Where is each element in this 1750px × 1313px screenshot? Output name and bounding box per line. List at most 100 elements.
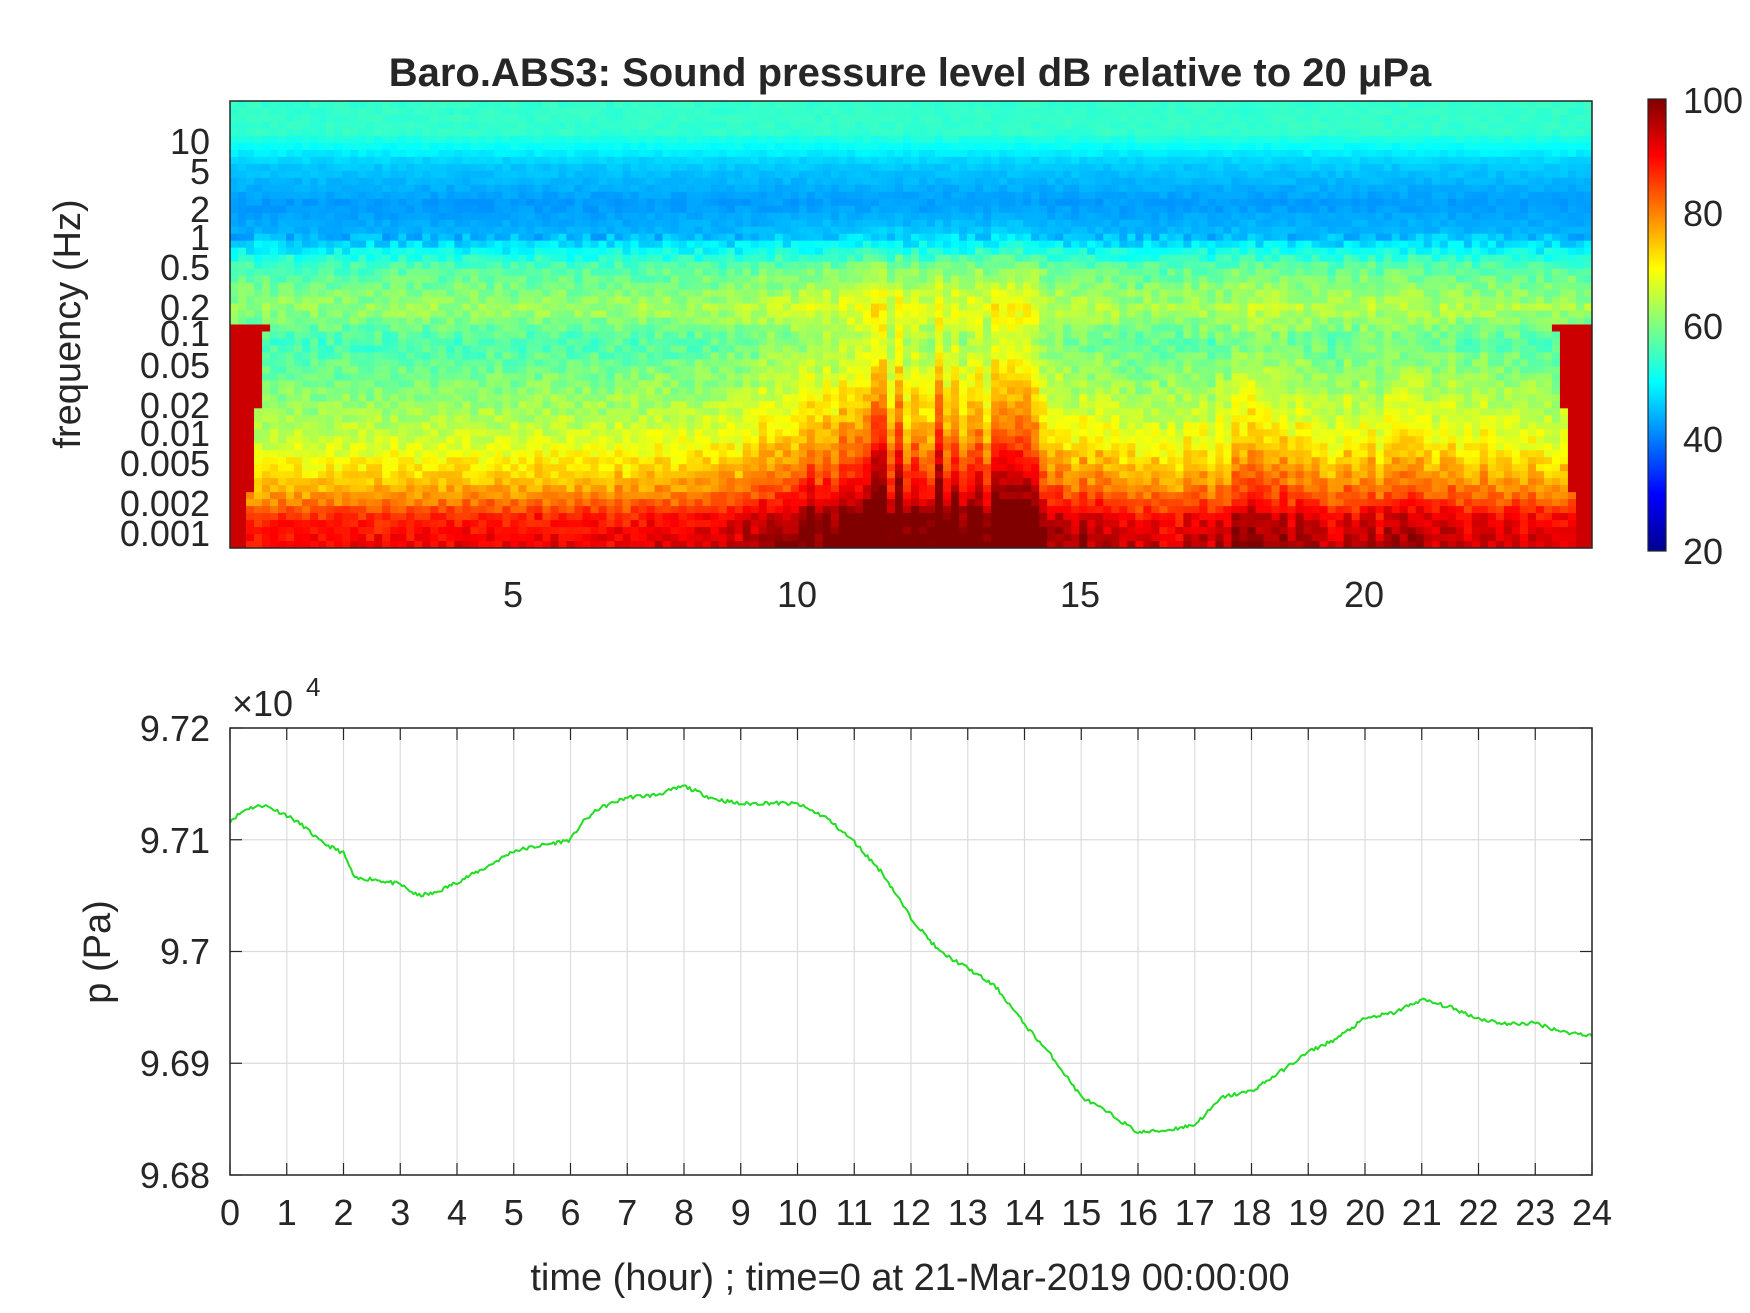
spectrogram-cell <box>758 233 768 242</box>
spectrogram-cell <box>750 114 760 123</box>
spectrogram-cell <box>574 268 584 277</box>
spectrogram-cell <box>566 520 576 528</box>
spectrogram-cell <box>566 534 576 542</box>
spectrogram-cell <box>734 177 744 186</box>
spectrogram-cell <box>270 415 279 423</box>
spectrogram-cell <box>782 142 792 151</box>
spectrogram-cell <box>726 107 736 116</box>
spectrogram-cell <box>294 408 303 416</box>
spectrogram-cell <box>254 149 263 158</box>
spectrogram-cell <box>582 422 592 430</box>
spectrogram-cell <box>462 338 471 347</box>
spectrogram-cell <box>350 373 359 381</box>
spectrogram-cell <box>438 163 447 172</box>
spectrogram-cell <box>390 415 399 423</box>
spectrogram-cell <box>790 527 800 535</box>
spectrogram-cell <box>646 254 656 263</box>
spectrogram-cell <box>614 338 624 347</box>
spectrogram-cell <box>502 205 512 214</box>
spectrogram-cell <box>246 450 255 458</box>
spectrogram-cell <box>270 422 279 430</box>
spectrogram-cell <box>558 121 568 130</box>
spectrogram-cell <box>326 408 335 416</box>
spectrogram-cell <box>558 485 568 493</box>
spectrogram-cell <box>758 415 768 423</box>
spectrogram-cell <box>422 212 431 221</box>
spectrogram-cell <box>686 373 696 381</box>
spectrogram-cell <box>366 520 375 528</box>
spectrogram-cell <box>790 401 800 409</box>
spectrogram-cell <box>750 478 760 486</box>
spectrogram-cell <box>846 142 856 151</box>
spectrogram-cell <box>558 387 568 395</box>
spectrogram-cell <box>750 310 760 319</box>
spectrogram-cell <box>510 149 520 158</box>
spectrogram-cell <box>278 506 287 514</box>
spectrogram-cell <box>486 408 495 416</box>
spectrogram-cell <box>350 471 359 479</box>
spectrogram-cell <box>814 492 824 500</box>
spectrogram-cell <box>742 317 752 326</box>
spectrogram-cell <box>454 485 463 493</box>
spectrogram-cell <box>430 198 439 207</box>
spectrogram-cell <box>454 373 463 381</box>
spectrogram-cell <box>374 275 383 284</box>
spectrogram-cell <box>782 163 792 172</box>
spectrogram-cell <box>590 527 600 535</box>
spectrogram-cell <box>702 457 712 465</box>
spectrogram-cell <box>350 394 359 402</box>
spectrogram-cell <box>670 226 680 235</box>
spectrogram-cell <box>782 429 792 437</box>
spectrogram-cell <box>270 443 279 451</box>
spectrogram-cell <box>398 436 407 444</box>
spectrogram-cell <box>502 366 512 374</box>
spectrogram-cell <box>510 275 520 284</box>
spectrogram-cell <box>710 492 720 500</box>
spectrogram-cell <box>334 233 343 242</box>
spectrogram-cell <box>678 219 688 228</box>
spectrogram-cell <box>766 233 776 242</box>
spectrogram-cell <box>590 408 600 416</box>
spectrogram-cell <box>766 492 776 500</box>
spectrogram-cell <box>294 317 303 326</box>
spectrogram-cell <box>782 296 792 305</box>
spectrogram-cell <box>710 352 720 361</box>
spectrogram-cell <box>414 219 423 228</box>
spectrogram-cell <box>430 226 439 235</box>
spectrogram-cell <box>318 275 327 284</box>
spectrogram-cell <box>406 261 415 270</box>
spectrogram-cell <box>526 135 536 144</box>
spectrogram-cell <box>406 464 415 472</box>
spectrogram-cell <box>254 135 263 144</box>
spectrogram-cell <box>542 205 552 214</box>
spectrogram-cell <box>606 261 616 270</box>
spectrogram-cell <box>406 310 415 319</box>
spectrogram-cell <box>382 394 391 402</box>
spectrogram-cell <box>326 205 335 214</box>
spectrogram-cell <box>254 212 263 221</box>
spectrogram-cell <box>374 261 383 270</box>
spectrogram-cell <box>374 205 383 214</box>
spectrogram-cell <box>518 233 528 242</box>
spectrogram-cell <box>446 107 455 116</box>
spectrogram-cell <box>246 121 255 130</box>
spectrogram-cell <box>726 541 736 548</box>
spectrogram-cell <box>678 212 688 221</box>
spectrogram-cell <box>566 303 576 312</box>
spectrogram-cell <box>398 247 407 256</box>
spectrogram-cell <box>526 177 536 186</box>
spectrogram-cell <box>502 415 512 423</box>
spectrogram-cell <box>262 457 271 465</box>
spectrogram-cell <box>822 415 832 423</box>
spectrogram-cell <box>454 261 463 270</box>
spectrogram-cell <box>342 177 351 186</box>
spectrogram-cell <box>326 492 335 500</box>
spectrogram-cell <box>350 101 359 109</box>
spectrogram-cell <box>390 233 399 242</box>
spectrogram-cell <box>238 282 247 291</box>
spectrogram-cell <box>558 541 568 548</box>
spectrogram-cell <box>262 443 271 451</box>
spectrogram-cell <box>422 373 431 381</box>
spectrogram-cell <box>678 464 688 472</box>
spectrogram-cell <box>542 289 552 298</box>
